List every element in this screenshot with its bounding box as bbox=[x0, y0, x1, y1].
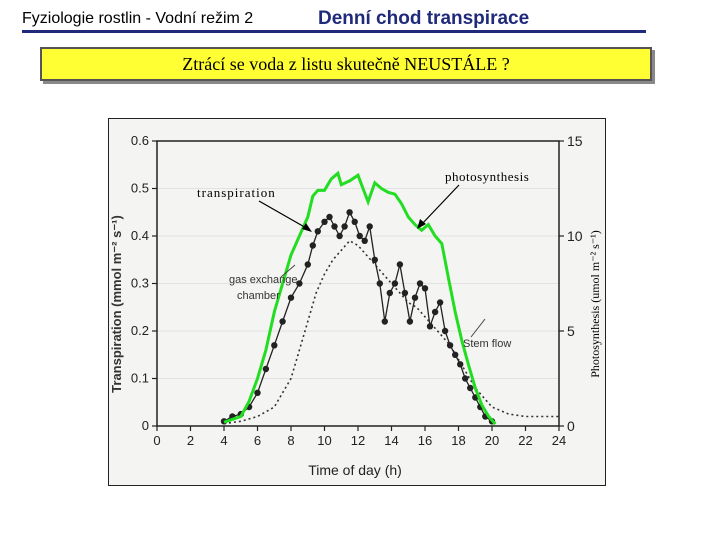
transpiration-point-24 bbox=[376, 280, 383, 287]
transpiration-point-33 bbox=[421, 285, 429, 292]
transpiration-point-25 bbox=[381, 318, 388, 325]
x-tick-label-6: 12 bbox=[351, 433, 365, 448]
series-transpiration-line bbox=[223, 210, 493, 422]
transpiration-point-42 bbox=[467, 384, 474, 392]
y-axis-label: Transpiration (mmol m⁻² s⁻¹) bbox=[109, 215, 124, 393]
transpiration-point-14 bbox=[326, 213, 333, 221]
transpiration-point-6 bbox=[271, 342, 278, 349]
arrow-transpiration bbox=[258, 200, 309, 230]
transpiration-point-40 bbox=[457, 361, 464, 368]
question-text: Ztrácí se voda z listu skutečně NEUSTÁLE… bbox=[182, 53, 510, 74]
transpiration-point-8 bbox=[287, 294, 295, 301]
transpiration-point-39 bbox=[452, 351, 459, 358]
pointer-stem-flow bbox=[470, 318, 486, 338]
transpiration-chart: 0 2 4 6 8 10 12 14 16 18 20 22 24 00.10.20.30.40.50.… bbox=[109, 133, 602, 478]
y2-tick-label-1: 5 bbox=[567, 323, 575, 339]
x-tick-label-4: 8 bbox=[287, 433, 294, 448]
transpiration-point-10 bbox=[304, 261, 311, 268]
x-tick-label-1: 2 bbox=[187, 433, 194, 448]
transpiration-point-31 bbox=[411, 294, 419, 301]
transpiration-point-32 bbox=[416, 280, 424, 287]
transpiration-point-26 bbox=[386, 289, 393, 297]
transpiration-point-18 bbox=[346, 209, 353, 216]
y2-tick-label-3: 15 bbox=[567, 133, 583, 149]
transpiration-point-5 bbox=[262, 365, 270, 373]
x-tick-label-12: 24 bbox=[552, 433, 566, 448]
transpiration-point-17 bbox=[341, 223, 348, 230]
x-tick-label-3: 6 bbox=[254, 433, 261, 448]
y-tick-label-3: 0.3 bbox=[131, 276, 149, 291]
transpiration-point-9 bbox=[296, 280, 303, 287]
transpiration-point-7 bbox=[279, 318, 286, 325]
x-tick-label-0: 0 bbox=[153, 433, 160, 448]
header-underline bbox=[22, 30, 646, 33]
y2-axis-label: Photosynthesis (umol m⁻² s⁻¹) bbox=[588, 230, 602, 378]
transpiration-point-38 bbox=[446, 342, 454, 349]
x-tick-label-2: 4 bbox=[220, 433, 227, 448]
transpiration-point-13 bbox=[321, 218, 328, 225]
annotation-transpiration: transpiration bbox=[197, 185, 276, 200]
transpiration-point-19 bbox=[351, 218, 358, 225]
slide-title: Denní chod transpirace bbox=[318, 8, 530, 29]
arrowhead-transpiration bbox=[302, 223, 312, 232]
y-tick-label-4: 0.4 bbox=[131, 228, 149, 243]
x-axis-label: Time of day (h) bbox=[308, 462, 402, 478]
y-tick-label-0: 0 bbox=[142, 418, 149, 433]
series-stem-flow-line bbox=[223, 239, 559, 425]
transpiration-point-4 bbox=[254, 389, 261, 396]
transpiration-point-11 bbox=[309, 242, 316, 249]
annotation-chamber: chamber bbox=[237, 290, 280, 302]
transpiration-point-35 bbox=[431, 308, 439, 316]
transpiration-point-20 bbox=[356, 232, 363, 240]
x-tick-label-8: 16 bbox=[418, 433, 432, 448]
transpiration-point-30 bbox=[406, 318, 414, 325]
transpiration-point-23 bbox=[371, 256, 378, 263]
pointer-gas-exchange bbox=[280, 264, 296, 278]
transpiration-point-22 bbox=[366, 223, 373, 230]
transpiration-point-41 bbox=[462, 375, 469, 382]
chart-figure: 0 2 4 6 8 10 12 14 16 18 20 22 24 0 0.1 0.2 0.3 0.4 0.5 0.… bbox=[108, 118, 606, 486]
y-tick-label-5: 0.5 bbox=[131, 181, 149, 196]
annotation-photosynthesis: photosynthesis bbox=[445, 169, 529, 184]
transpiration-point-28 bbox=[396, 261, 404, 268]
transpiration-point-37 bbox=[441, 327, 449, 335]
transpiration-point-34 bbox=[426, 323, 434, 330]
arrow-photosynthesis bbox=[420, 184, 460, 226]
y-tick-label-2: 0.2 bbox=[131, 323, 149, 338]
y-tick-label-6: 0.6 bbox=[131, 133, 149, 148]
series-photosynthesis-line bbox=[223, 170, 497, 426]
annotation-gas-exchange: gas exchange bbox=[229, 274, 298, 286]
x-tick-label-11: 22 bbox=[518, 433, 532, 448]
y2-tick-label-2: 10 bbox=[567, 228, 583, 244]
question-banner: Ztrácí se voda z listu skutečně NEUSTÁLE… bbox=[40, 47, 652, 81]
y-tick-label-1: 0.1 bbox=[131, 371, 149, 386]
arrowhead-photosynthesis bbox=[417, 219, 426, 229]
y2-tick-label-0: 0 bbox=[567, 418, 575, 434]
x-tick-label-7: 14 bbox=[384, 433, 398, 448]
transpiration-point-16 bbox=[336, 232, 343, 240]
course-title: Fyziologie rostlin - Vodní režim 2 bbox=[22, 10, 254, 27]
x-tick-label-5: 10 bbox=[317, 433, 331, 448]
transpiration-point-29 bbox=[401, 289, 409, 297]
x-tick-label-10: 20 bbox=[485, 433, 499, 448]
transpiration-point-12 bbox=[314, 228, 321, 235]
transpiration-point-15 bbox=[331, 223, 338, 230]
transpiration-point-21 bbox=[361, 237, 368, 244]
transpiration-point-36 bbox=[436, 299, 444, 306]
transpiration-point-27 bbox=[391, 280, 399, 287]
annotation-stem-flow: Stem flow bbox=[463, 338, 511, 350]
x-tick-label-9: 18 bbox=[451, 433, 465, 448]
